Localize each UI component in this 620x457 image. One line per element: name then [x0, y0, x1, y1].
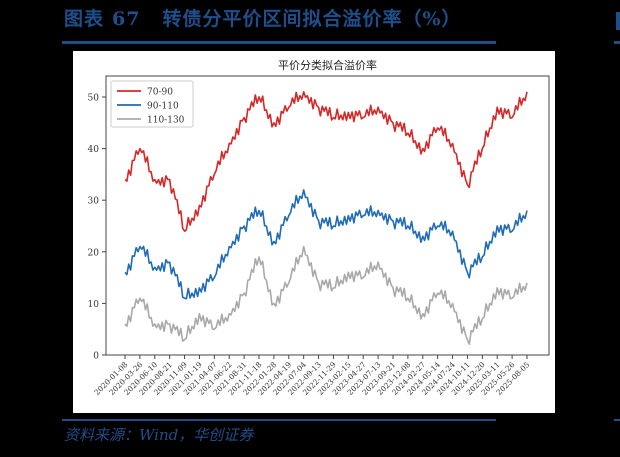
series-line-90-110: [124, 189, 528, 300]
chart-title: 平价分类拟合溢价率: [278, 58, 377, 72]
source-rule-right: [614, 419, 620, 421]
y-tick-label: 50: [88, 94, 100, 104]
plot-frame: [105, 75, 550, 356]
y-tick-label: 20: [88, 248, 100, 258]
source-rule: [62, 419, 496, 421]
next-figure-edge: [616, 12, 620, 30]
figure-number: 67: [112, 8, 141, 30]
chart-panel: 平价分类拟合溢价率 0 10 20 30 40 50 2020-01-08 2020-03-26…: [73, 51, 555, 413]
y-tick-label: 30: [88, 197, 100, 207]
figure-title: 图表 67 转债分平价区间拟合溢价率（%）: [64, 4, 462, 34]
title-rule-right: [614, 41, 620, 44]
y-tick-label: 10: [88, 300, 100, 310]
line-chart: 平价分类拟合溢价率010203040502020-01-082020-03-26…: [88, 58, 550, 397]
series-line-110-130: [124, 245, 528, 346]
series-line-70-90: [124, 90, 528, 232]
source-note: 资料来源：Wind，华创证券: [64, 426, 254, 444]
legend-label-110-130: 110-130: [147, 116, 185, 126]
y-tick-label: 40: [88, 145, 100, 155]
title-rule: [62, 41, 496, 44]
figure-title-text: 转债分平价区间拟合溢价率（%）: [162, 8, 462, 30]
legend-label-70-90: 70-90: [147, 88, 173, 98]
legend-box: [110, 80, 194, 128]
legend-label-90-110: 90-110: [147, 102, 179, 112]
figure-label: 图表: [64, 8, 105, 30]
y-tick-label: 0: [93, 352, 99, 362]
